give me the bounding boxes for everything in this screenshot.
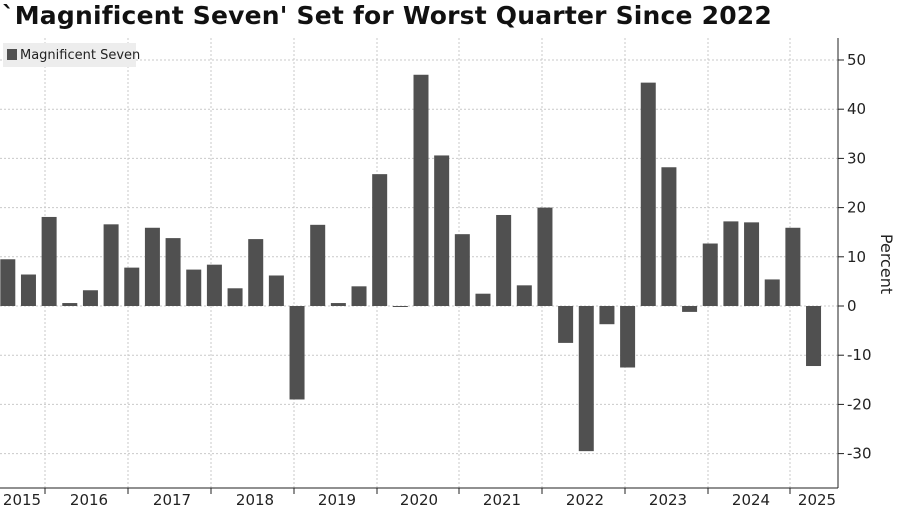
legend-box xyxy=(3,43,136,67)
x-tick-label: 2021 xyxy=(483,491,521,509)
chart-title: `Magnificent Seven' Set for Worst Quarte… xyxy=(2,1,772,30)
bar xyxy=(537,207,553,306)
x-tick-label: 2023 xyxy=(649,491,687,509)
legend-label: Magnificent Seven xyxy=(20,48,140,63)
x-tick-label: 2020 xyxy=(400,491,438,509)
bar xyxy=(640,82,656,306)
legend-swatch xyxy=(7,49,17,60)
x-tick-label: 2018 xyxy=(236,491,274,509)
bar xyxy=(764,279,780,306)
bar xyxy=(744,222,760,306)
y-tick-label: -20 xyxy=(847,395,872,413)
x-tick-label: 2016 xyxy=(70,491,108,509)
y-axis-label: Percent xyxy=(877,234,896,294)
bar xyxy=(702,243,718,306)
x-tick-label: 2025 xyxy=(798,491,836,509)
bar xyxy=(578,306,594,452)
bar xyxy=(661,167,677,306)
bar xyxy=(62,303,78,306)
bar xyxy=(227,288,243,306)
bar xyxy=(165,238,181,306)
bar xyxy=(558,306,574,343)
y-tick-label: 30 xyxy=(847,149,866,167)
x-tick-label: 2017 xyxy=(153,491,191,509)
bar xyxy=(206,264,222,306)
x-tick-label: 2015 xyxy=(3,491,41,509)
y-tick-label: 20 xyxy=(847,199,866,217)
bar xyxy=(516,285,532,306)
bars xyxy=(0,74,822,452)
legend: Magnificent Seven xyxy=(3,43,140,67)
bar xyxy=(392,306,408,307)
bar xyxy=(351,286,367,306)
bar xyxy=(310,224,326,306)
bar xyxy=(330,303,346,306)
bar xyxy=(454,234,470,306)
axes: 50 40 30 20 10 0 -10 -20 -30 2015 2016 2017 2018 2019… xyxy=(0,38,872,509)
y-tick-label: 0 xyxy=(847,297,857,315)
bar xyxy=(103,224,119,306)
bar xyxy=(248,239,264,306)
bar xyxy=(41,216,57,306)
bar xyxy=(785,227,801,306)
bar xyxy=(186,269,202,306)
bar xyxy=(806,306,822,367)
bar xyxy=(372,174,388,306)
x-tick-label: 2024 xyxy=(732,491,770,509)
bar xyxy=(124,267,140,306)
y-tick-label: -30 xyxy=(847,445,872,463)
y-tick-label: -10 xyxy=(847,346,872,364)
bar xyxy=(496,214,512,306)
bar xyxy=(144,227,160,306)
bar xyxy=(682,306,698,312)
bar xyxy=(20,274,36,306)
y-tick-label: 40 xyxy=(847,100,866,118)
bar xyxy=(620,306,636,368)
bar xyxy=(289,306,305,400)
x-tick-label: 2022 xyxy=(566,491,604,509)
bar xyxy=(475,293,491,306)
bar xyxy=(413,74,429,306)
bar xyxy=(0,259,16,306)
bar xyxy=(599,306,615,325)
bar xyxy=(434,155,450,306)
bar xyxy=(82,290,98,306)
bar xyxy=(723,221,739,306)
x-tick-label: 2019 xyxy=(318,491,356,509)
y-tick-label: 50 xyxy=(847,51,866,69)
bar xyxy=(268,275,284,306)
y-tick-label: 10 xyxy=(847,248,866,266)
